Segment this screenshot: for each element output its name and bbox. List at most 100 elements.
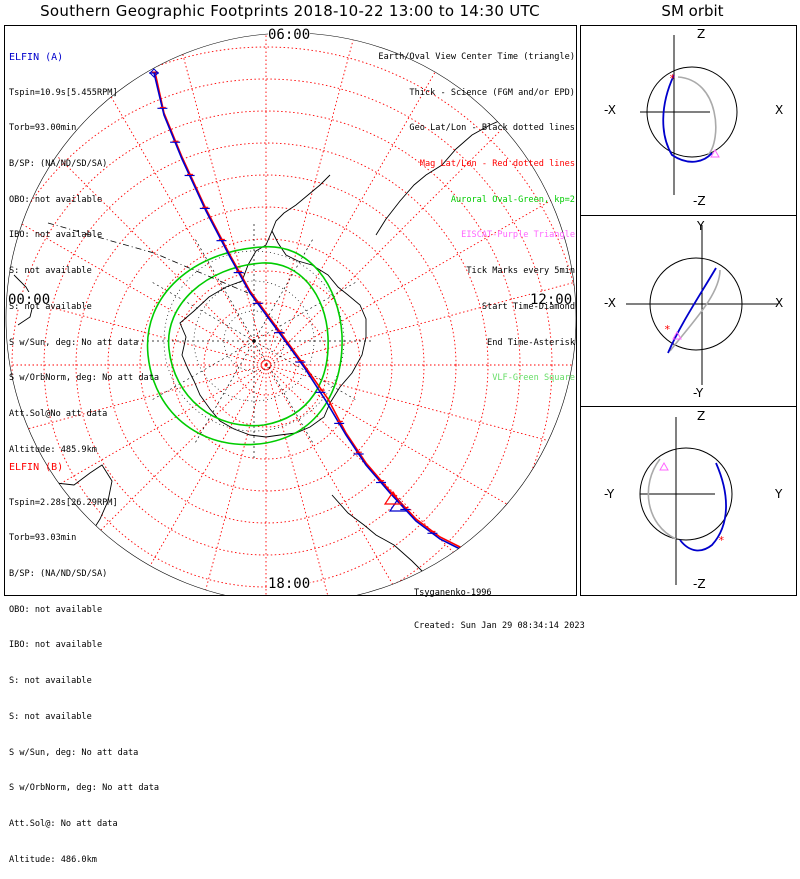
elfin-a-line: Att.Sol@No att data bbox=[9, 409, 108, 419]
meridian-line bbox=[95, 70, 267, 366]
elfin-a-line: S w/OrbNorm, deg: No att data bbox=[9, 373, 160, 384]
sm-orbit-panel bbox=[580, 25, 797, 596]
legend-item-tick-marks: Tick Marks every 5min bbox=[466, 266, 575, 277]
elfin-a-start-diamond bbox=[149, 68, 159, 78]
mag-grid bbox=[6, 46, 576, 596]
elfin-a-sm-orbit bbox=[667, 267, 717, 354]
sm-p2-top-label: Y bbox=[697, 219, 705, 233]
clock-label-top: 06:00 bbox=[268, 27, 311, 43]
elfin-b-line: IBO: not available bbox=[9, 640, 103, 651]
meridian-line bbox=[149, 340, 255, 402]
meridian-line bbox=[265, 70, 437, 366]
sm-orbit-title: SM orbit bbox=[661, 2, 724, 20]
sm-start-asterisk: * bbox=[664, 323, 671, 336]
legend-item-auroral-oval: Auroral Oval-Green, kp=2 bbox=[450, 194, 575, 205]
antarctic-peninsula bbox=[271, 174, 331, 232]
elfin-a-line: OBO: not available bbox=[9, 194, 103, 205]
elfin-b-line: S w/OrbNorm, deg: No att data bbox=[9, 783, 160, 794]
sm-panel-yz: * bbox=[639, 417, 733, 585]
clock-label-bottom: 18:00 bbox=[268, 576, 311, 592]
auroral-oval-inner bbox=[167, 262, 329, 427]
elfin-b-line: Altitude: 486.0km bbox=[9, 854, 97, 865]
sm-view-triangle bbox=[659, 461, 669, 471]
elfin-b-info: ELFIN (B) Tspin=2.28s[26.29RPM] Torb=93.… bbox=[9, 438, 159, 879]
elfin-a-line: Tspin=10.9s[5.455RPM] bbox=[9, 87, 118, 98]
elfin-b-line: Torb=93.03min bbox=[9, 533, 77, 544]
elfin-a-line: Torb=93.00min bbox=[9, 123, 77, 134]
meridian-line bbox=[253, 280, 359, 342]
sm-p3-left-label: -Y bbox=[604, 487, 615, 501]
sm-panel-xz: * bbox=[640, 35, 738, 195]
sm-p2-bottom-label: -Y bbox=[693, 386, 704, 400]
elfin-b-sm-orbit bbox=[647, 458, 677, 540]
sm-p1-top-label: Z bbox=[697, 27, 706, 41]
meridian-line bbox=[25, 364, 267, 596]
elfin-a-name: ELFIN (A) bbox=[9, 51, 64, 63]
model-name: Tsyganenko-1996 bbox=[414, 588, 492, 598]
elfin-b-line: Tspin=2.28s[26.29RPM] bbox=[9, 497, 118, 508]
meridian-line bbox=[265, 364, 576, 454]
sm-p1-right-label: X bbox=[775, 103, 784, 117]
southern-polar-map: * bbox=[5, 32, 577, 596]
meridian-line bbox=[6, 276, 267, 366]
meridian-line bbox=[265, 194, 561, 366]
elfin-a-line: S: not available bbox=[9, 266, 92, 277]
earth-circle bbox=[649, 257, 743, 351]
earth-circle bbox=[646, 66, 738, 158]
meridian-line bbox=[95, 364, 267, 596]
meridian-line bbox=[265, 364, 437, 596]
sm-p3-bottom-label: -Z bbox=[693, 577, 706, 591]
elfin-a-end-asterisk: * bbox=[462, 544, 469, 558]
sm-panel-xy: * bbox=[626, 225, 778, 385]
meridian-line bbox=[177, 36, 267, 366]
elfin-b-line: S: not available bbox=[9, 676, 92, 687]
meridian-line bbox=[177, 364, 267, 596]
elfin-b-view-center-triangle bbox=[383, 490, 403, 505]
elfin-a-line: S: not available bbox=[9, 301, 92, 312]
legend-item-eiscat: EISCAT-Purple Triangle bbox=[461, 230, 575, 241]
meridian-line bbox=[193, 340, 255, 446]
legend-item-view-center: Earth/Oval View Center Time (triangle) bbox=[378, 51, 575, 62]
sm-panel-divider bbox=[580, 406, 797, 407]
elfin-a-view-center-triangle bbox=[388, 497, 408, 512]
antarctica-coastline bbox=[179, 229, 367, 438]
created-timestamp: Created: Sun Jan 29 08:34:14 2023 bbox=[414, 621, 585, 631]
sm-p3-right-label: Y bbox=[775, 487, 783, 501]
meridian-line bbox=[265, 124, 507, 366]
elfin-b-line: Att.Sol@: No att data bbox=[9, 819, 118, 829]
clock-label-right: 12:00 bbox=[530, 292, 573, 308]
meridian-line bbox=[149, 280, 255, 342]
footprint-map-panel bbox=[4, 25, 577, 596]
sm-view-triangle bbox=[710, 148, 720, 158]
elfin-b-line: B/SP: (NA/ND/SD/SA) bbox=[9, 568, 108, 579]
sm-p2-left-label: -X bbox=[604, 296, 616, 310]
elfin-a-sm-orbit bbox=[679, 462, 727, 552]
elfin-b-name: ELFIN (B) bbox=[9, 461, 64, 473]
elfin-b-line: OBO: not available bbox=[9, 604, 103, 615]
meridian-line bbox=[253, 236, 315, 342]
model-credit: Tsyganenko-1996 Created: Sun Jan 29 08:3… bbox=[414, 566, 585, 643]
sm-p3-top-label: Z bbox=[697, 409, 706, 423]
sm-p2-right-label: X bbox=[775, 296, 784, 310]
map-legend: Earth/Oval View Center Time (triangle) T… bbox=[378, 28, 575, 397]
sm-view-triangle bbox=[672, 330, 682, 340]
sm-panel-divider bbox=[580, 215, 797, 216]
elfin-a-line: Altitude: 485.9km bbox=[9, 444, 97, 455]
meridian-line bbox=[265, 36, 355, 366]
elfin-a-line: S w/Sun, deg: No att data bbox=[9, 337, 139, 348]
sm-end-asterisk: * bbox=[718, 534, 725, 547]
auroral-oval-outer bbox=[146, 246, 343, 446]
elfin-a-info: ELFIN (A) Tspin=10.9s[5.455RPM] Torb=93.… bbox=[9, 28, 159, 469]
meridian-line bbox=[6, 364, 267, 536]
elfin-a-line: IBO: not available bbox=[9, 230, 103, 241]
elfin-a-sm-orbit bbox=[662, 74, 713, 163]
legend-item-start-time: Start Time-Diamond bbox=[481, 301, 575, 312]
sm-p1-bottom-label: -Z bbox=[693, 194, 706, 208]
elfin-b-line: S: not available bbox=[9, 711, 92, 722]
map-title: Southern Geographic Footprints 2018-10-2… bbox=[40, 2, 540, 20]
clock-label-left: 00:00 bbox=[8, 292, 51, 308]
legend-item-vlf: VLF-Green Square bbox=[492, 373, 575, 384]
legend-item-science: Thick - Science (FGM and/or EPD) bbox=[409, 87, 575, 98]
sm-orbit-plots: * * * bbox=[626, 35, 778, 585]
legend-item-end-time: End Time-Asterisk bbox=[487, 337, 575, 348]
